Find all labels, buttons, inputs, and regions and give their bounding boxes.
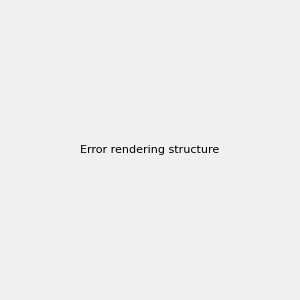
Text: Error rendering structure: Error rendering structure <box>80 145 220 155</box>
